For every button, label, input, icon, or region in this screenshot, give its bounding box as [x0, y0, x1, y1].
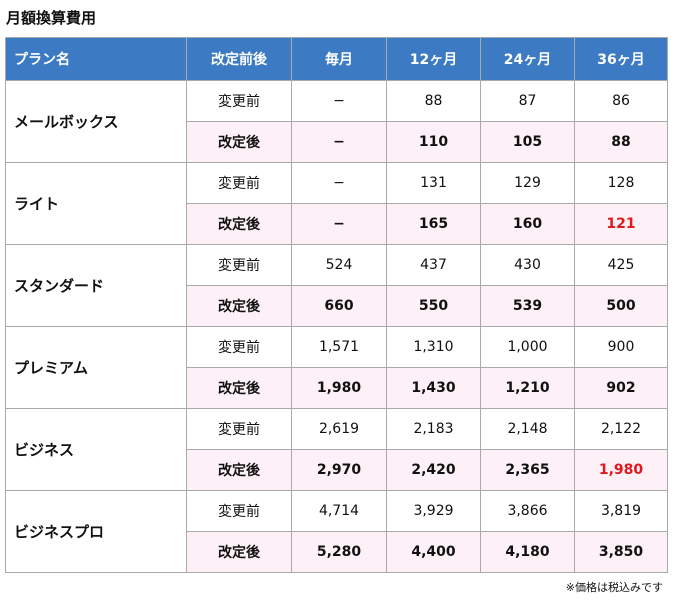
price-cell: 88: [386, 80, 481, 122]
table-header-row: プラン名 改定前後 毎月 12ヶ月 24ヶ月 36ヶ月: [5, 37, 668, 81]
plan-name: ビジネス: [5, 408, 187, 491]
price-cell: 4,180: [480, 531, 575, 573]
table-row: 改定後 −110 105 88: [6, 121, 668, 163]
table-row: スタンダード 変更前 524 437 430 425: [5, 244, 668, 327]
price-cell: 105: [480, 121, 575, 163]
price-cell: 129: [480, 162, 575, 204]
revision-label: 変更前: [186, 408, 292, 450]
table-row: 改定後 −165 160 121: [6, 203, 668, 245]
plan-name: メールボックス: [5, 80, 187, 163]
price-cell: 2,183: [386, 408, 481, 450]
column-header-monthly: 毎月: [291, 37, 387, 81]
plan-name: ビジネスプロ: [5, 490, 187, 573]
price-cell: 131: [386, 162, 481, 204]
price-cell: 1,310: [386, 326, 481, 368]
price-cell: −: [291, 80, 387, 122]
price-cell: 1,430: [386, 367, 481, 409]
price-table: プラン名 改定前後 毎月 12ヶ月 24ヶ月 36ヶ月 メールボックス 変更前 −8…: [5, 37, 668, 573]
price-cell: 539: [480, 285, 575, 327]
revision-label: 変更前: [186, 162, 292, 204]
price-cell: 500: [574, 285, 668, 327]
price-cell: 3,866: [480, 490, 575, 532]
price-cell: 900: [574, 326, 668, 368]
price-cell: 165: [386, 203, 481, 245]
table-row: メールボックス 変更前 −88 87 86: [5, 80, 668, 163]
price-cell: 160: [480, 203, 575, 245]
price-cell: −: [291, 121, 387, 163]
price-cell: 4,400: [386, 531, 481, 573]
revision-label: 変更前: [186, 326, 292, 368]
table-row: 改定後 2,970 2,420 2,365 1,980: [6, 449, 668, 491]
price-cell: 87: [480, 80, 575, 122]
table-row: 改定後 660 550 539 500: [6, 285, 668, 327]
price-cell: 3,850: [574, 531, 668, 573]
table-row: 改定後 1,980 1,430 1,210 902: [6, 367, 668, 409]
price-cell: 110: [386, 121, 481, 163]
price-cell: 2,122: [574, 408, 668, 450]
revision-label: 改定後: [186, 203, 292, 245]
column-header-36-months: 36ヶ月: [574, 37, 668, 81]
price-cell: −: [291, 203, 387, 245]
tax-note: ※価格は税込みです: [565, 581, 663, 594]
price-cell: 2,619: [291, 408, 387, 450]
price-cell: 2,970: [291, 449, 387, 491]
column-header-revision: 改定前後: [186, 37, 292, 81]
revision-label: 改定後: [186, 531, 292, 573]
price-cell: 1,980: [291, 367, 387, 409]
column-header-plan: プラン名: [5, 37, 187, 81]
table-row: ライト 変更前 −131 129 128: [5, 162, 668, 245]
table-row: プレミアム 変更前 1,571 1,310 1,000 900: [5, 326, 668, 409]
price-cell: 902: [574, 367, 668, 409]
price-cell: 550: [386, 285, 481, 327]
price-cell: 88: [574, 121, 668, 163]
table-row: 改定後 5,280 4,400 4,180 3,850: [6, 531, 668, 573]
price-cell: 660: [291, 285, 387, 327]
price-cell: 5,280: [291, 531, 387, 573]
price-cell: 2,148: [480, 408, 575, 450]
column-header-12-months: 12ヶ月: [386, 37, 481, 81]
revision-label: 改定後: [186, 449, 292, 491]
column-header-24-months: 24ヶ月: [480, 37, 575, 81]
revision-label: 改定後: [186, 285, 292, 327]
price-cell: 1,000: [480, 326, 575, 368]
price-cell: 3,929: [386, 490, 481, 532]
price-cell: 437: [386, 244, 481, 286]
revision-label: 改定後: [186, 121, 292, 163]
revision-label: 変更前: [186, 244, 292, 286]
revision-label: 変更前: [186, 80, 292, 122]
price-cell: 1,210: [480, 367, 575, 409]
price-cell: 3,819: [574, 490, 668, 532]
plan-name: ライト: [5, 162, 187, 245]
plan-name: プレミアム: [5, 326, 187, 409]
revision-label: 改定後: [186, 367, 292, 409]
price-cell: 430: [480, 244, 575, 286]
price-cell: −: [291, 162, 387, 204]
price-cell: 1,980: [574, 449, 668, 491]
price-cell: 128: [574, 162, 668, 204]
price-cell: 524: [291, 244, 387, 286]
table-row: ビジネスプロ 変更前 4,714 3,929 3,866 3,819: [5, 490, 668, 573]
price-cell: 2,365: [480, 449, 575, 491]
price-cell: 2,420: [386, 449, 481, 491]
revision-label: 変更前: [186, 490, 292, 532]
table-row: ビジネス 変更前 2,619 2,183 2,148 2,122: [5, 408, 668, 491]
page-title: 月額換算費用: [6, 9, 97, 27]
price-cell: 425: [574, 244, 668, 286]
price-cell: 4,714: [291, 490, 387, 532]
price-cell: 1,571: [291, 326, 387, 368]
plan-name: スタンダード: [5, 244, 187, 327]
price-cell: 121: [574, 203, 668, 245]
price-cell: 86: [574, 80, 668, 122]
